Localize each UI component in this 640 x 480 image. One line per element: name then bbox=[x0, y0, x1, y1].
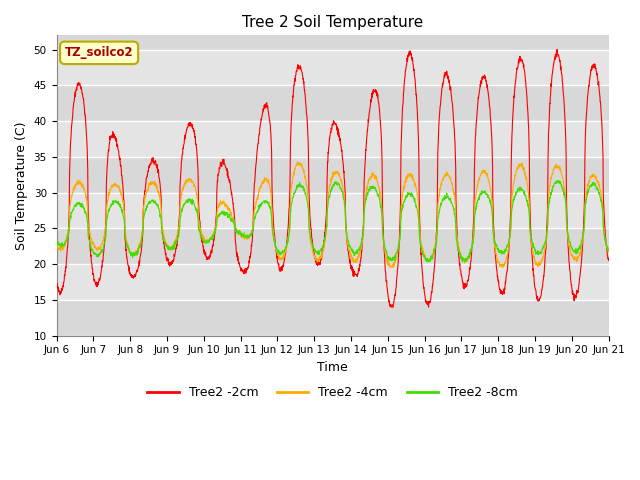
Legend: Tree2 -2cm, Tree2 -4cm, Tree2 -8cm: Tree2 -2cm, Tree2 -4cm, Tree2 -8cm bbox=[143, 382, 523, 405]
Text: TZ_soilco2: TZ_soilco2 bbox=[65, 47, 133, 60]
Bar bbox=[56, 85, 609, 121]
Bar bbox=[56, 49, 609, 85]
Y-axis label: Soil Temperature (C): Soil Temperature (C) bbox=[15, 121, 28, 250]
Bar bbox=[56, 157, 609, 192]
Title: Tree 2 Soil Temperature: Tree 2 Soil Temperature bbox=[242, 15, 423, 30]
Bar bbox=[56, 300, 609, 336]
X-axis label: Time: Time bbox=[317, 361, 348, 374]
Bar bbox=[56, 228, 609, 264]
Bar bbox=[56, 192, 609, 228]
Bar bbox=[56, 121, 609, 157]
Bar bbox=[56, 264, 609, 300]
Bar bbox=[56, 14, 609, 49]
